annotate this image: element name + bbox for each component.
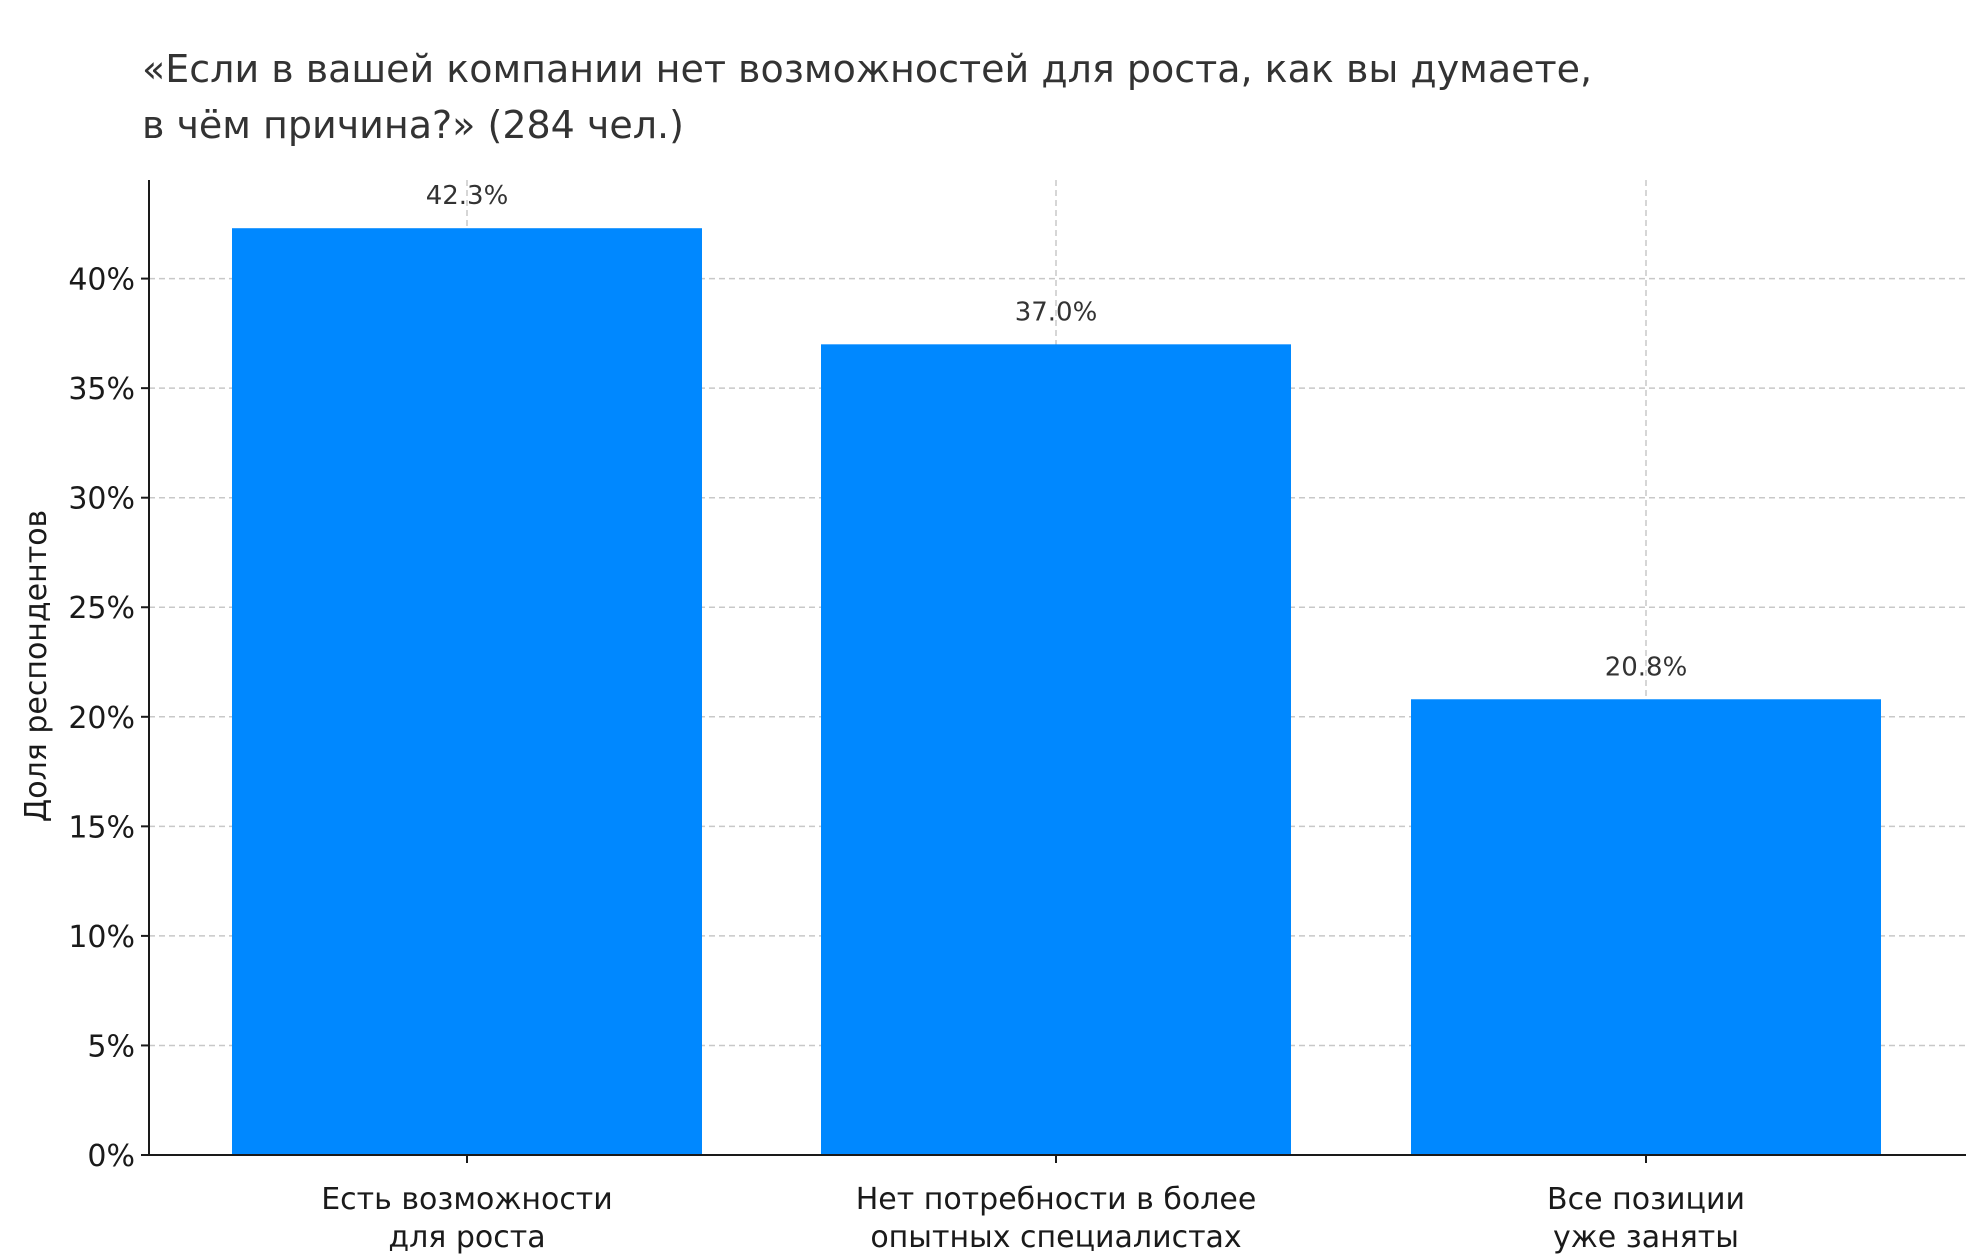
x-tick-label: уже заняты [1553,1220,1739,1254]
y-tick-label: 15% [68,810,135,845]
chart-title-line-1: «Если в вашей компании нет возможностей … [142,47,1592,91]
bar-value-label: 42.3% [426,181,509,211]
y-axis-ticks: 0% 5% 10% 15% 20% 25% 30% 35% 40% [68,263,149,1174]
data-labels: 42.3% 37.0% 20.8% [426,181,1688,682]
y-tick-label: 5% [87,1029,135,1064]
chart-title-line-2: в чём причина?» (284 чел.) [142,103,684,147]
bar [1411,699,1881,1155]
x-tick-label: опытных специалистах [870,1220,1241,1254]
bar [821,344,1291,1156]
y-tick-label: 25% [68,591,135,626]
y-tick-label: 30% [68,482,135,517]
bar [232,228,702,1155]
y-tick-label: 35% [68,372,135,407]
bar-value-label: 37.0% [1015,297,1098,327]
x-tick-label: для роста [388,1220,545,1254]
bar-value-label: 20.8% [1605,652,1688,682]
y-tick-label: 40% [68,263,135,298]
y-axis-label: Доля респондентов [19,510,54,822]
y-tick-label: 10% [68,920,135,955]
x-tick-label: Есть возможности [321,1182,613,1217]
x-tick-label: Нет потребности в более [856,1182,1257,1217]
y-tick-label: 20% [68,701,135,736]
bars [232,228,1881,1156]
y-tick-label: 0% [87,1139,135,1174]
x-tick-label: Все позиции [1547,1182,1745,1217]
